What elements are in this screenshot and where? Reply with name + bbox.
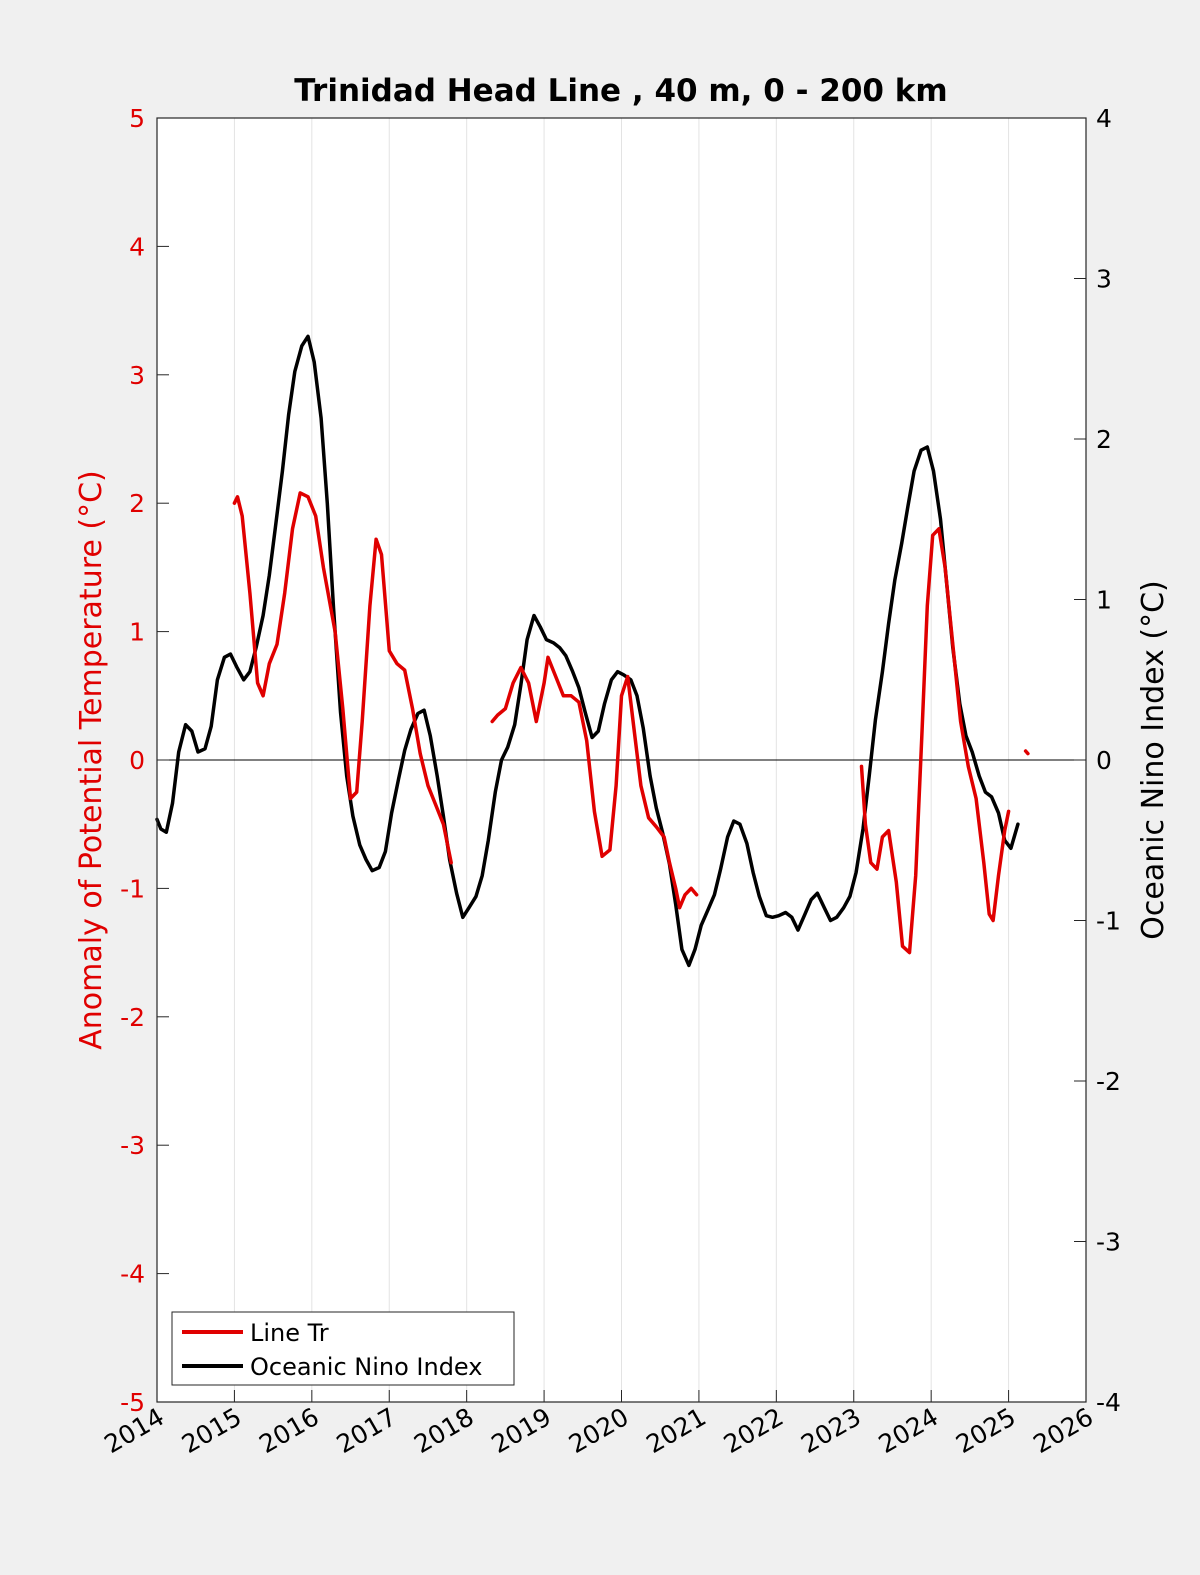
line-tr-segment [1023, 749, 1030, 756]
right-axis-ticks: 4 3 2 1 0 -1 -2 -3 -4 [1074, 104, 1121, 1417]
left-tick-label: -3 [120, 1131, 145, 1160]
left-tick-label: -2 [120, 1003, 145, 1032]
right-tick-label: -2 [1096, 1067, 1121, 1096]
right-tick-label: 1 [1096, 586, 1112, 615]
left-tick-label: 4 [129, 232, 145, 261]
left-tick-label: -4 [120, 1260, 145, 1289]
left-axis-ticks: 5 4 3 2 1 0 -1 -2 -3 -4 -5 [120, 104, 169, 1417]
right-tick-label: 4 [1096, 104, 1112, 133]
right-tick-label: -3 [1096, 1228, 1121, 1257]
legend-box [171, 1311, 515, 1386]
left-y-axis-label: Anomaly of Potential Temperature (°C) [74, 470, 109, 1049]
right-tick-label: -1 [1096, 907, 1121, 936]
left-tick-label: 0 [129, 746, 145, 775]
line-tr-segment [490, 655, 699, 910]
right-tick-label: -4 [1096, 1388, 1121, 1417]
left-tick-label: -1 [120, 874, 145, 903]
legend-label-line-tr: Line Tr [250, 1319, 329, 1347]
right-tick-label: 0 [1096, 746, 1112, 775]
legend: Line Tr Oceanic Nino Index [171, 1311, 515, 1386]
right-tick-label: 3 [1096, 265, 1112, 294]
chart-title: Trinidad Head Line , 40 m, 0 - 200 km [294, 73, 947, 109]
oni-line [155, 334, 1020, 968]
left-tick-label: -5 [120, 1388, 145, 1417]
legend-label-oni: Oceanic Nino Index [250, 1353, 482, 1381]
right-y-axis-label: Oceanic Nino Index (°C) [1136, 580, 1171, 940]
left-tick-label: 5 [129, 104, 145, 133]
series-line-tr [232, 491, 1030, 955]
left-tick-label: 1 [129, 618, 145, 647]
line-tr-segment [859, 527, 1011, 955]
series-oceanic-nino-index [155, 334, 1020, 968]
left-tick-label: 3 [129, 361, 145, 390]
left-tick-label: 2 [129, 489, 145, 518]
right-tick-label: 2 [1096, 425, 1112, 454]
line-tr-segment [232, 491, 453, 865]
